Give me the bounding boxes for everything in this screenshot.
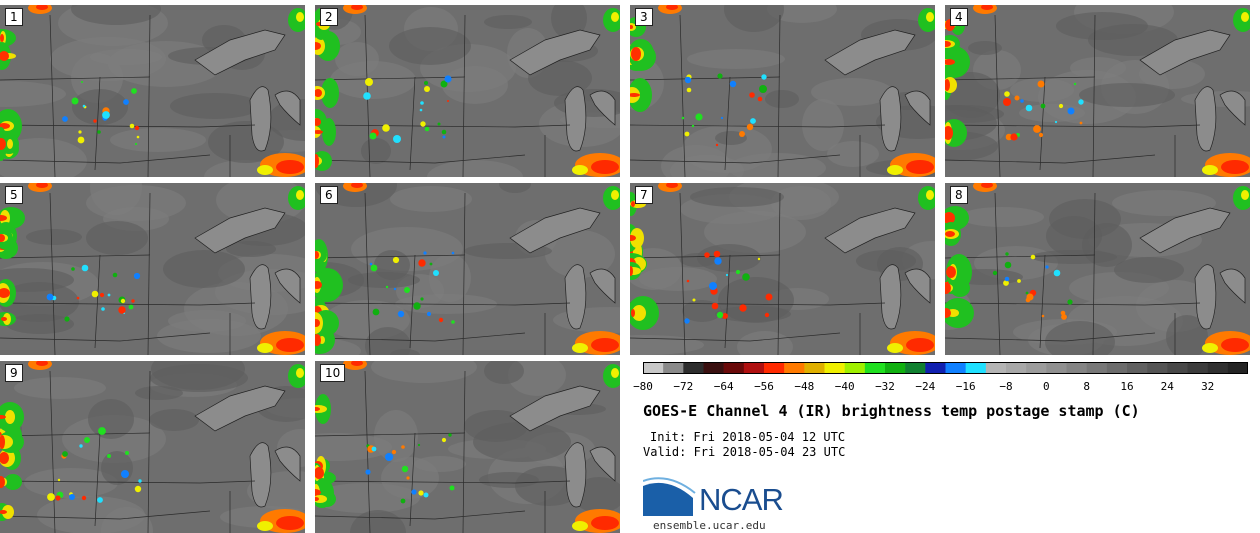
colorbar-segment [663,362,684,374]
map-panel: 10 [315,361,620,533]
panel-number: 1 [5,8,23,26]
colorbar-segment [703,362,724,374]
colorbar-tick-label: −32 [875,380,895,393]
colorbar-segment [1207,362,1229,374]
colorbar-segment [1086,362,1108,374]
panel-number: 4 [950,8,968,26]
map-panel: 3 [630,5,935,177]
map-panel: 1 [0,5,305,177]
colorbar-segment [925,362,946,374]
colorbar-segment [1006,362,1027,374]
valid-time: Valid: Fri 2018-05-04 23 UTC [643,445,846,459]
colorbar-segment [985,362,1007,374]
panel-number: 3 [635,8,653,26]
colorbar-segment [1147,362,1168,374]
colorbar-segment [1227,362,1248,374]
colorbar-segment [784,362,805,374]
colorbar-tick-label: −80 [633,380,653,393]
colorbar-tick-label: −48 [794,380,815,393]
colorbar-segment [743,362,765,374]
panel-number: 6 [320,186,338,204]
colorbar-tick-label: 0 [1042,380,1050,393]
map-panel: 2 [315,5,620,177]
colorbar-tick-label: −24 [915,380,936,393]
map-panel: 6 [315,183,620,355]
colorbar-tick-label: −40 [834,380,855,393]
map-panel: 5 [0,183,305,355]
colorbar-segment [844,362,866,374]
colorbar-tick-label: 16 [1120,380,1134,393]
logo-url: ensemble.ucar.edu [653,519,766,532]
colorbar-segment [764,362,785,374]
ncar-swoosh-icon [642,477,696,516]
colorbar-tick-label: −72 [673,380,694,393]
map-panel: 8 [945,183,1250,355]
panel-number: 8 [950,186,968,204]
colorbar-segment [1046,362,1067,374]
colorbar-segment [905,362,926,374]
colorbar-tick-label: 8 [1083,380,1090,393]
figure-title: GOES-E Channel 4 (IR) brightness temp po… [643,402,1140,420]
colorbar-tick-label: 32 [1201,380,1215,393]
panel-number: 2 [320,8,338,26]
colorbar-segment [1187,362,1208,374]
map-panel: 4 [945,5,1250,177]
colorbar-ticks: −80 −72 −64 −56 −48 −40 −32 −24 −16 −8 0 8 16 24 32 [630,380,1250,394]
colorbar-segment [723,362,745,374]
colorbar-segment [643,362,664,374]
colorbar-segment [1066,362,1087,374]
colorbar-segment [804,362,825,374]
colorbar-segment [1167,362,1188,374]
map-panel: 9 [0,361,305,533]
colorbar-segment [824,362,845,374]
init-time: Init: Fri 2018-05-04 12 UTC [650,430,846,444]
colorbar [643,362,1248,374]
colorbar-segment [864,362,886,374]
colorbar-segment [965,362,987,374]
map-panel: 7 [630,183,935,355]
panel-number: 5 [5,186,23,204]
colorbar-segment [945,362,966,374]
colorbar-tick-label: −64 [713,380,734,393]
panel-number: 9 [5,364,23,382]
colorbar-segment [1127,362,1148,374]
logo-text: NCAR [699,482,784,517]
colorbar-tick-label: −16 [955,380,976,393]
colorbar-segment [683,362,704,374]
panel-number: 10 [320,364,346,382]
colorbar-segment [1106,362,1128,374]
panel-number: 7 [635,186,653,204]
colorbar-segment [1026,362,1047,374]
colorbar-segment [885,362,906,374]
ncar-logo: NCAR [642,476,793,520]
colorbar-tick-label: −56 [754,380,774,393]
colorbar-tick-label: −8 [999,380,1013,393]
colorbar-tick-label: 24 [1160,380,1174,393]
